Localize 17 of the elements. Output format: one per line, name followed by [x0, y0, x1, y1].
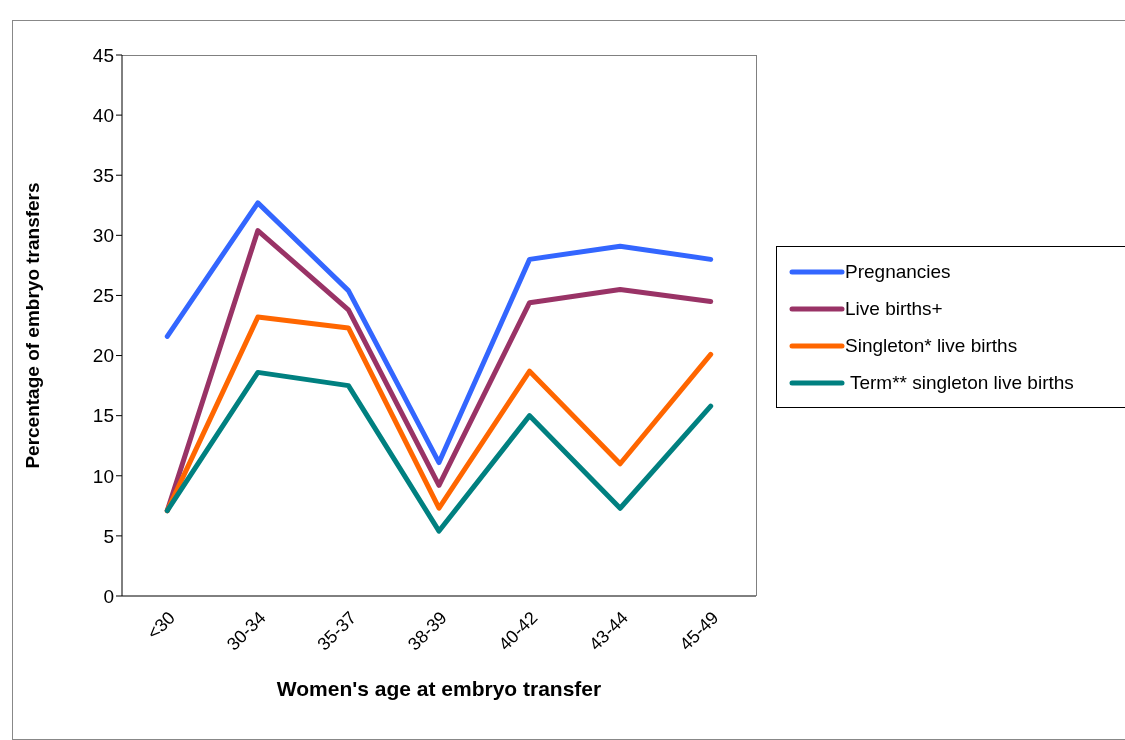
y-tick-label: 5 [103, 525, 114, 547]
y-tick-label: 45 [92, 44, 114, 66]
y-tick-label: 10 [92, 465, 114, 487]
y-tick-label: 15 [92, 405, 114, 427]
y-tick-label: 0 [103, 585, 114, 607]
y-tick-label: 25 [92, 285, 114, 307]
y-tick-label: 30 [92, 225, 114, 247]
x-axis-title: Women's age at embryo transfer [276, 677, 602, 700]
y-tick-label: 35 [92, 164, 114, 186]
y-tick-label: 40 [92, 104, 114, 126]
x-tick-label: <30 [143, 607, 180, 644]
legend-label: Singleton* live births [845, 334, 1018, 357]
legend-label: Pregnancies [845, 260, 951, 283]
y-tick-label: 20 [92, 345, 114, 367]
legend-label: Live births+ [845, 297, 943, 320]
legend-label: Term** singleton live births [848, 371, 1074, 394]
y-axis-title: Percentage of embryo transfers [21, 182, 43, 469]
